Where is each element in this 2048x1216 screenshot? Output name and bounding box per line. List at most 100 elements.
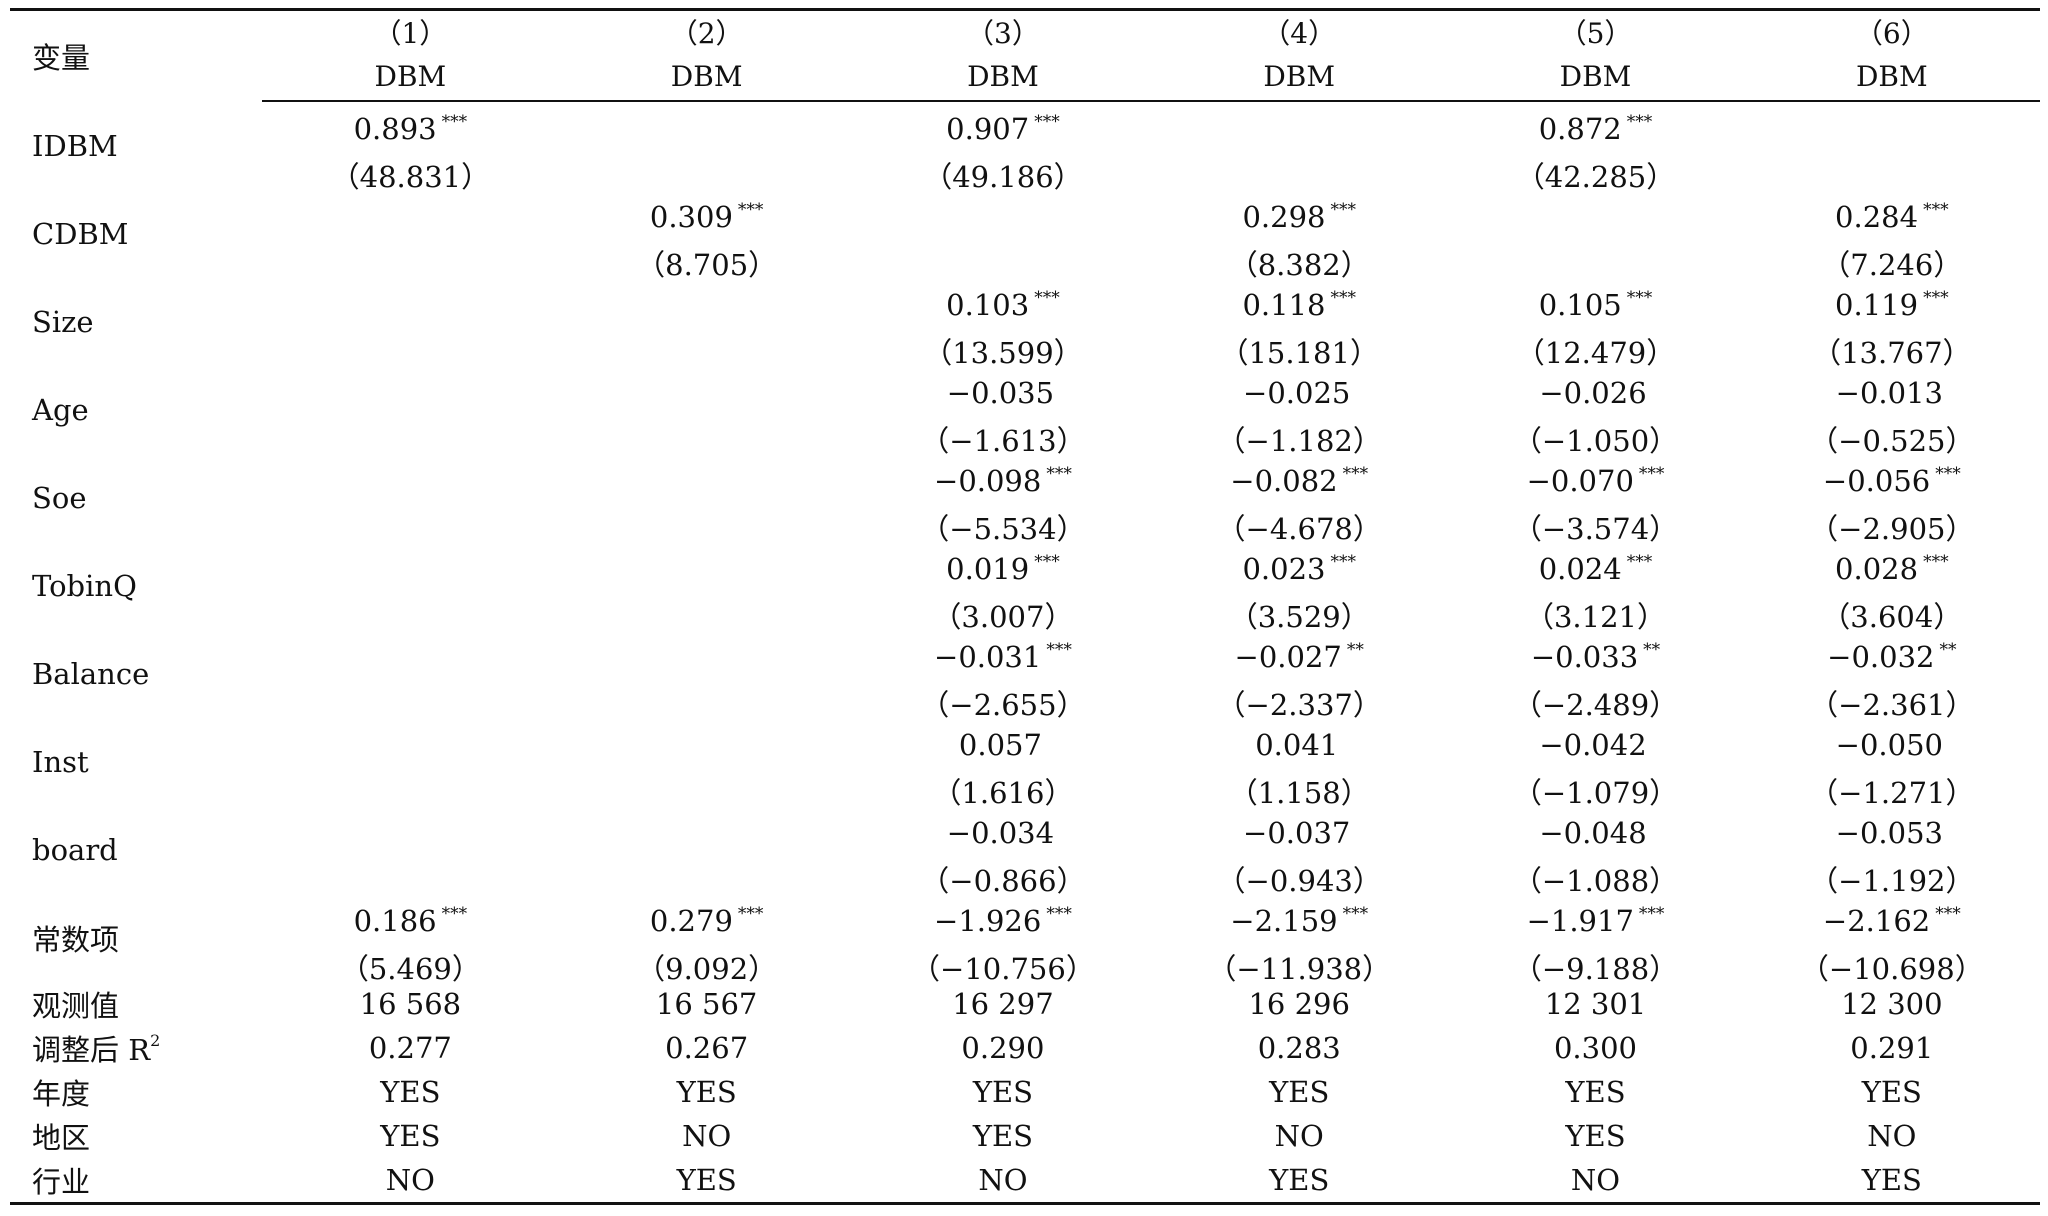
coefficient: 0.103 ***: [855, 288, 1151, 322]
column-number: （3）: [854, 8, 1152, 53]
coefficient: −0.082 ***: [1151, 464, 1447, 498]
coefficient-value: 0.024: [1538, 552, 1622, 586]
estimate-cell: −0.048 （−1.088）: [1447, 806, 1743, 898]
significance-stars: ***: [1034, 288, 1060, 308]
coefficient-value: −0.050: [1835, 728, 1943, 762]
coefficient: 0.298 ***: [1151, 200, 1447, 234]
coefficient: −0.025: [1151, 376, 1447, 410]
coefficient: 0.119 ***: [1744, 288, 2040, 322]
estimate-cell: 0.103 *** （13.599）: [855, 278, 1151, 370]
significance-stars: ***: [441, 904, 468, 924]
estimate-cell: 0.284 *** （7.246）: [1744, 190, 2040, 282]
coefficient-value: 0.907: [946, 112, 1030, 146]
dependent-variable: DBM: [1743, 53, 2040, 102]
variable-name: Balance: [32, 657, 150, 691]
coefficient-value: 0.118: [1242, 288, 1326, 322]
coefficient-value: −0.082: [1230, 464, 1338, 498]
coefficient: [559, 552, 855, 586]
regression-table: 变量 （1） （2） （3） （4） （5） （6） DBM DBM DBM D…: [10, 8, 2040, 1205]
adjusted-r2-row: 调整后 R2 0.277 0.267 0.290 0.283 0.300 0.2…: [10, 1026, 2040, 1070]
coefficient-value: −0.035: [946, 376, 1055, 410]
coefficient: 0.309 ***: [559, 200, 855, 234]
coefficient: −0.035: [855, 376, 1151, 410]
coefficient: −0.031 ***: [855, 640, 1151, 674]
significance-stars: ***: [1330, 200, 1356, 220]
estimate-cell: 0.907 *** （49.186）: [855, 101, 1151, 194]
t-statistic: （42.285）: [1515, 160, 1676, 194]
fe-indicator: YES: [972, 1075, 1034, 1109]
dependent-variable: DBM: [854, 53, 1152, 102]
coefficient: −0.070 ***: [1447, 464, 1743, 498]
coefficient: −0.048: [1447, 816, 1743, 850]
estimate-cell: [1151, 101, 1447, 190]
t-statistic: （−0.866）: [920, 864, 1086, 898]
variable-row: Age −0.035 （−1.613） −0.025 （−1.182） −0.026 （−1…: [10, 366, 2040, 458]
t-statistic: （−1.182）: [1216, 424, 1382, 458]
coefficient-value: −1.926: [934, 904, 1042, 938]
estimate-cell: [559, 454, 855, 542]
significance-stars: ***: [1923, 200, 1949, 220]
t-statistic: （−5.534）: [920, 512, 1086, 546]
t-statistic: （5.469）: [339, 952, 481, 986]
footer-rows: 观测值 16 568 16 567 16 297 16 296 12 301 1…: [10, 982, 2040, 1205]
coefficient-value: −0.053: [1835, 816, 1943, 850]
coefficient-value: −0.034: [946, 816, 1055, 850]
estimate-cell: 0.023 *** （3.529）: [1151, 542, 1447, 634]
estimate-cell: −0.033 ** （−2.489）: [1447, 630, 1743, 722]
coefficient-value: 0.309: [649, 200, 733, 234]
coefficient: 0.118 ***: [1151, 288, 1447, 322]
estimate-cell: [559, 278, 855, 366]
t-statistic: （−1.192）: [1809, 864, 1975, 898]
estimate-cell: 0.041 （1.158）: [1151, 718, 1447, 810]
significance-stars: ***: [1046, 640, 1072, 660]
significance-stars: ***: [1046, 904, 1072, 924]
coefficient: [559, 376, 855, 410]
coefficient: 0.279 ***: [559, 904, 855, 938]
variable-name: Soe: [32, 481, 87, 515]
column-number: （6）: [1743, 8, 2040, 53]
coefficient-value: 0.019: [946, 552, 1030, 586]
coefficient: 0.186 ***: [262, 904, 558, 938]
column-number: （2）: [558, 8, 855, 53]
t-statistic: （−11.938）: [1207, 952, 1392, 986]
significance-stars: ***: [1638, 904, 1665, 924]
observations-value: 12 301: [1544, 987, 1647, 1021]
estimate-cell: −0.013 （−0.525）: [1744, 366, 2040, 458]
estimate-cell: −0.050 （−1.271）: [1744, 718, 2040, 810]
estimate-cell: 0.309 *** （8.705）: [559, 190, 855, 282]
observations-value: 16 568: [359, 987, 462, 1021]
fe-indicator: NO: [262, 1158, 559, 1205]
variable-name: TobinQ: [32, 569, 137, 603]
coefficient: −0.053: [1744, 816, 2040, 850]
t-statistic: （9.092）: [636, 952, 778, 986]
industry-fe-row: 行业 NO YES NO YES NO YES: [10, 1158, 2040, 1205]
estimate-cell: 0.024 *** （3.121）: [1447, 542, 1743, 634]
t-statistic: （−2.337）: [1216, 688, 1382, 722]
estimate-cell: −0.053 （−1.192）: [1744, 806, 2040, 898]
coefficient-value: 0.041: [1255, 728, 1339, 762]
coefficient: 0.872 ***: [1447, 112, 1743, 146]
variable-name: IDBM: [32, 128, 118, 163]
t-statistic: （−1.088）: [1512, 864, 1679, 898]
estimate-cell: 0.872 *** （42.285）: [1447, 101, 1743, 194]
estimate-cell: −0.082 *** （−4.678）: [1151, 454, 1447, 546]
coefficient: [559, 464, 855, 498]
estimate-cell: [559, 101, 855, 190]
coefficient: 0.024 ***: [1447, 552, 1743, 586]
significance-stars: ***: [1330, 552, 1356, 572]
estimate-cell: −0.034 （−0.866）: [855, 806, 1151, 898]
estimate-cell: 0.186 *** （5.469）: [262, 894, 558, 986]
coefficient-value: 0.298: [1242, 200, 1326, 234]
estimate-cell: [1744, 101, 2040, 190]
variable-row: Inst 0.057 （1.616） 0.041 （1.158） −0.042 （−1.07…: [10, 718, 2040, 810]
estimate-cell: [262, 190, 558, 278]
estimate-cell: 0.279 *** （9.092）: [559, 894, 855, 986]
t-statistic: （−1.079）: [1512, 776, 1679, 810]
coefficient-value: 0.028: [1835, 552, 1919, 586]
column-number: （1）: [262, 8, 559, 53]
coefficient-value: −1.917: [1526, 904, 1634, 938]
estimate-cell: −0.098 *** （−5.534）: [855, 454, 1151, 546]
fe-indicator: NO: [1867, 1119, 1917, 1153]
coefficient: [559, 288, 855, 322]
observations-value: 16 296: [1248, 987, 1350, 1021]
